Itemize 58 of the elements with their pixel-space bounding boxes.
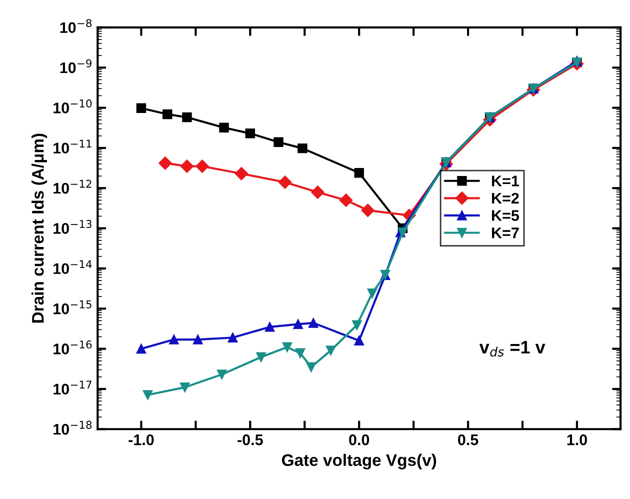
point [219, 122, 229, 133]
point [293, 319, 303, 330]
point [339, 194, 353, 207]
legend-label: K=1 [492, 176, 520, 186]
y-axis-title: Drain current Ids (A/μm) [32, 134, 48, 323]
point [354, 336, 364, 346]
point [367, 288, 378, 298]
y-tick-label: 10$^{−13}$ [54, 220, 92, 234]
point [308, 318, 318, 328]
x-tick-label: -0.5 [238, 434, 263, 446]
point [278, 176, 292, 189]
point [196, 160, 209, 173]
point [361, 204, 374, 217]
point [216, 370, 227, 380]
y-tick-label: 10$^{−16}$ [54, 340, 92, 354]
point [326, 346, 336, 356]
x-tick-label: 0.0 [349, 434, 370, 446]
point [298, 143, 308, 154]
point [245, 128, 256, 138]
y-tick-label: 10$^{−12}$ [54, 180, 92, 194]
point [295, 348, 306, 358]
x-tick-label: 1.0 [567, 434, 587, 446]
x-tick-label: -1.0 [128, 434, 154, 446]
point [228, 332, 238, 342]
point [158, 156, 172, 170]
point [398, 228, 408, 238]
point [234, 167, 248, 180]
point [256, 352, 266, 362]
y-tick-label: 10$^{−8}$ [60, 19, 92, 34]
point [136, 344, 146, 354]
point [182, 112, 192, 122]
point [142, 390, 153, 400]
point [180, 382, 190, 392]
y-tick-label: 10$^{−9}$ [60, 59, 92, 74]
point [193, 334, 203, 344]
y-tick-label: 10$^{−10}$ [54, 99, 92, 114]
y-tick-label: 10$^{−15}$ [54, 300, 92, 314]
point [264, 322, 275, 332]
point [282, 342, 292, 352]
legend-label: K=5 [492, 210, 520, 221]
annotation: v$_{ds}$ =1 v [479, 341, 546, 357]
point [162, 109, 172, 120]
legend-label: K=7 [492, 228, 519, 238]
point [180, 160, 194, 173]
y-tick-label: 10$^{−14}$ [54, 260, 92, 274]
y-tick-label: 10$^{−11}$ [54, 140, 92, 154]
point [169, 334, 179, 344]
y-tick-label: 10$^{−17}$ [54, 380, 92, 395]
point [352, 320, 362, 330]
y-tick-label: 10$^{−18}$ [54, 420, 92, 435]
point [136, 103, 146, 113]
legend-label: K=2 [492, 192, 519, 204]
point [354, 168, 364, 178]
x-tick-label: 0.5 [458, 434, 478, 446]
point [306, 362, 316, 372]
point [311, 186, 324, 199]
x-axis-title: Gate voltage Vgs(v) [282, 454, 436, 470]
point [274, 137, 284, 147]
